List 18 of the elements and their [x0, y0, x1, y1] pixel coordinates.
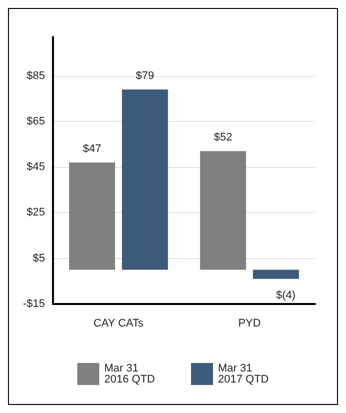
y-tick-label: $5: [32, 252, 45, 264]
y-tick-label: $45: [26, 161, 45, 174]
data-label: $47: [82, 143, 102, 156]
y-tick-label: $85: [26, 70, 45, 82]
y-tick-label: $25: [26, 206, 45, 219]
bar: [69, 162, 116, 270]
legend-label: Mar 31 2016 QTD: [104, 362, 156, 386]
y-tick-label: -$15: [22, 298, 45, 310]
data-label: $52: [214, 132, 232, 144]
x-tick-label: CAY CATs: [93, 318, 144, 330]
legend-label: Mar 31 2017 QTD: [218, 362, 269, 386]
y-tick-label: $65: [26, 115, 45, 128]
bar: [200, 151, 246, 270]
x-tick-label: PYD: [238, 318, 261, 330]
data-label: $79: [136, 70, 154, 82]
bar: [252, 270, 299, 279]
bar: [122, 89, 168, 270]
data-label: $(4): [276, 289, 296, 302]
